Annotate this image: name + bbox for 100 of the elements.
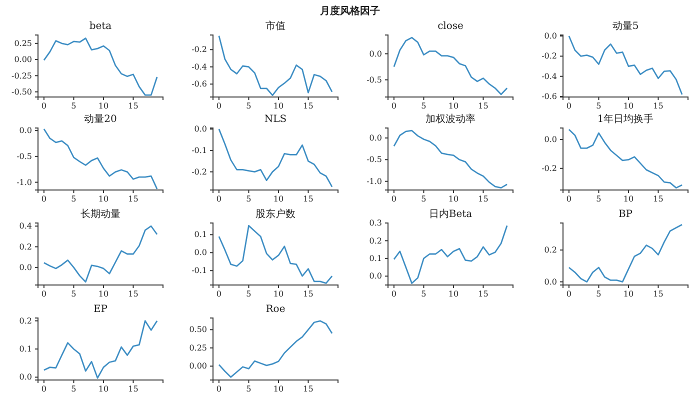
y-tick-label: 0.0	[369, 134, 382, 143]
x-tick-label: 0	[41, 290, 46, 299]
y-tick-label: 0.00	[189, 362, 207, 371]
x-tick-label: 10	[98, 102, 109, 111]
x-tick-label: 0	[216, 194, 222, 204]
x-tick-label: 0	[566, 194, 572, 204]
x-tick-label: 15	[303, 384, 314, 394]
line-series	[43, 128, 158, 190]
line-series	[568, 128, 683, 189]
line-series	[393, 130, 508, 189]
x-tick-label: 0	[216, 290, 222, 299]
x-tick-label: 0	[566, 290, 572, 299]
x-tick-label: 10	[623, 102, 634, 111]
y-tick-label: 0.0	[194, 248, 207, 258]
line-series	[393, 224, 508, 284]
y-tick-label: -0.5	[366, 75, 382, 84]
y-tick-label: 0.2	[369, 236, 382, 246]
x-tick-label: 15	[303, 102, 314, 111]
y-tick-label: -0.5	[366, 155, 382, 164]
x-tick-label: 5	[596, 194, 602, 204]
y-tick-label: -0.2	[542, 52, 557, 61]
y-tick-label: -0.2	[192, 45, 207, 54]
x-tick-label: 10	[273, 384, 284, 394]
x-tick-label: 10	[98, 384, 109, 394]
x-tick-label: 5	[421, 194, 426, 204]
y-tick-label: -0.4	[542, 72, 557, 81]
x-tick-label: 10	[98, 194, 109, 204]
line-series	[568, 224, 683, 283]
x-tick-label: 5	[421, 290, 426, 299]
y-tick-label: 0.4	[19, 222, 32, 231]
x-tick-label: 0	[566, 102, 572, 111]
x-tick-label: 0	[391, 194, 396, 204]
y-tick-label: 0.0	[544, 277, 557, 286]
x-tick-label: 15	[653, 194, 664, 204]
x-tick-label: 15	[478, 290, 488, 299]
chart-title: NLS	[264, 114, 287, 125]
y-tick-label: -1.0	[366, 176, 382, 186]
y-tick-label: 0.1	[369, 254, 382, 263]
y-tick-label: 0.25	[189, 343, 207, 352]
x-tick-label: 0	[391, 290, 396, 299]
line-series	[218, 320, 333, 378]
y-tick-label: 0.0	[19, 262, 32, 272]
y-tick-label: 0.1	[19, 344, 32, 354]
y-tick-label: 0.2	[19, 242, 32, 252]
y-tick-label: -0.1	[192, 266, 207, 276]
y-tick-label: -0.2	[192, 167, 207, 176]
x-tick-label: 5	[71, 290, 76, 299]
x-tick-label: 10	[273, 290, 284, 299]
y-tick-label: 0.1	[194, 230, 207, 240]
x-tick-label: 15	[128, 102, 138, 111]
x-tick-label: 0	[41, 102, 46, 111]
line-series	[43, 38, 158, 96]
y-tick-label: 0.2	[19, 316, 32, 326]
x-tick-label: 5	[246, 102, 252, 111]
y-tick-label: 0.0	[544, 135, 557, 144]
y-tick-label: -0.1	[192, 146, 207, 156]
chart-title: 日内Beta	[428, 208, 472, 220]
y-tick-label: -0.2	[542, 164, 557, 173]
x-tick-label: 0	[216, 384, 222, 394]
chart-title: Roe	[266, 304, 286, 315]
x-tick-label: 10	[273, 194, 284, 204]
x-tick-label: 0	[391, 102, 396, 111]
x-tick-label: 5	[596, 290, 602, 299]
x-tick-label: 15	[128, 384, 138, 394]
line-series	[218, 35, 333, 96]
chart-title: EP	[93, 304, 108, 315]
x-tick-label: 10	[623, 290, 634, 299]
y-tick-label: 0.2	[544, 246, 557, 255]
x-tick-label: 10	[98, 290, 109, 299]
x-tick-label: 10	[448, 102, 459, 111]
x-tick-label: 5	[246, 290, 252, 299]
y-tick-label: 0.0	[544, 32, 557, 41]
x-tick-label: 10	[273, 102, 284, 111]
y-tick-label: 0.0	[369, 49, 382, 58]
y-tick-label: -0.25	[11, 71, 32, 80]
line-series	[43, 320, 158, 379]
x-tick-label: 5	[421, 102, 426, 111]
x-tick-label: 15	[128, 290, 138, 299]
x-tick-label: 10	[623, 194, 634, 204]
x-tick-label: 0	[41, 384, 46, 394]
x-tick-label: 5	[596, 102, 602, 111]
line-series	[568, 35, 683, 96]
y-tick-label: 0.3	[369, 218, 382, 228]
x-tick-label: 5	[71, 384, 76, 394]
line-series	[393, 36, 508, 96]
x-tick-label: 10	[448, 290, 459, 299]
chart-title: 市值	[266, 20, 286, 32]
y-tick-label: -0.50	[11, 87, 32, 96]
chart-title: 加权波动率	[426, 113, 476, 125]
chart-title: BP	[618, 209, 633, 220]
x-tick-label: 15	[303, 290, 314, 299]
x-tick-label: 10	[448, 194, 459, 204]
chart-title: 股东户数	[256, 208, 296, 220]
chart-title: beta	[89, 21, 112, 32]
y-tick-label: 0.00	[14, 55, 32, 64]
chart-title: 动量20	[84, 114, 117, 125]
y-tick-label: 0.0	[19, 126, 32, 136]
x-tick-label: 15	[653, 102, 664, 111]
line-series	[218, 224, 333, 284]
x-tick-label: 15	[128, 194, 138, 204]
